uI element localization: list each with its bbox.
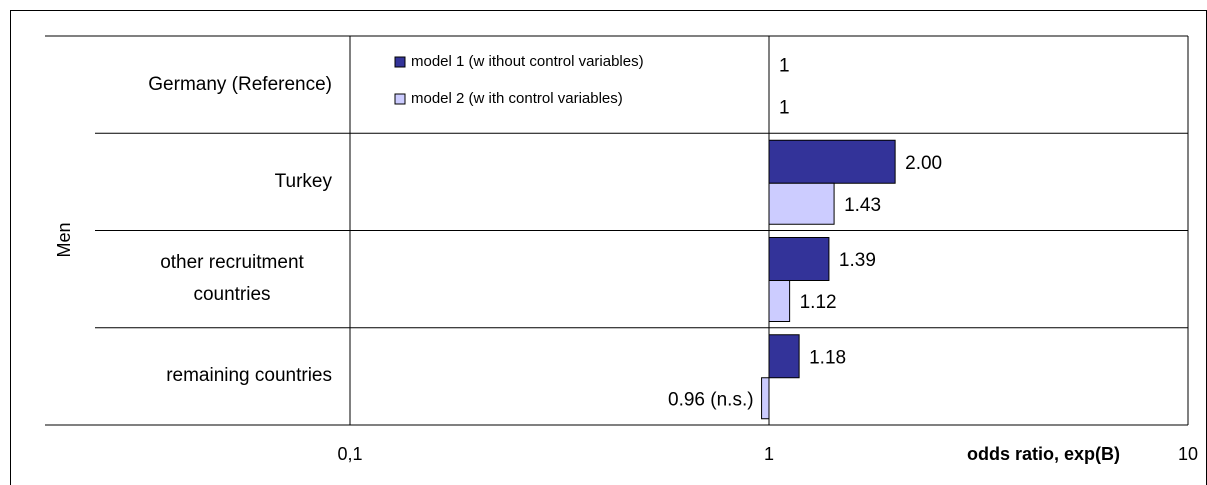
x-tick-label: 10 xyxy=(1178,444,1198,464)
data-label: 1.39 xyxy=(839,250,876,271)
x-tick-label: 1 xyxy=(764,444,774,464)
data-label: 1 xyxy=(779,56,790,77)
category-label: Germany (Reference) xyxy=(148,73,332,95)
bar xyxy=(768,334,800,379)
bar xyxy=(768,182,835,225)
category-label: remaining countries xyxy=(166,365,332,387)
data-label: 1.43 xyxy=(844,195,881,216)
bar xyxy=(768,139,896,184)
x-axis-title: odds ratio, exp(B) xyxy=(967,444,1120,464)
legend-marker xyxy=(394,93,406,105)
data-label: 0.96 (n.s.) xyxy=(668,389,754,410)
bar xyxy=(768,237,830,281)
data-label: 1.12 xyxy=(800,292,837,313)
legend-label: model 1 (w ithout control variables) xyxy=(411,53,644,70)
category-label: other recruitment countries xyxy=(160,252,304,306)
data-label: 1 xyxy=(779,98,790,119)
group-label: Men xyxy=(54,222,74,257)
bar xyxy=(768,280,791,322)
legend-marker xyxy=(394,56,406,68)
data-label: 2.00 xyxy=(905,153,942,174)
data-label: 1.18 xyxy=(809,347,846,368)
bar xyxy=(761,377,770,420)
category-label: Turkey xyxy=(274,170,332,192)
x-tick-label: 0,1 xyxy=(337,444,362,464)
legend-label: model 2 (w ith control variables) xyxy=(411,90,623,107)
